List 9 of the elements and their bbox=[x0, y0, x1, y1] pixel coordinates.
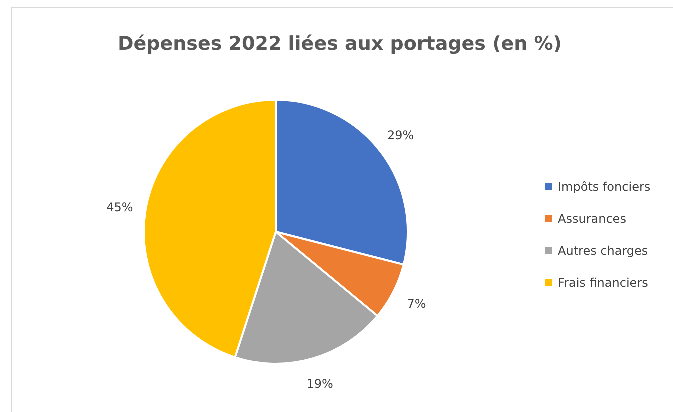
data-label: 45% bbox=[106, 200, 134, 214]
legend-label: Frais financiers bbox=[558, 276, 648, 290]
data-label: 19% bbox=[306, 376, 334, 391]
legend-label: Assurances bbox=[558, 212, 626, 226]
data-label: 7% bbox=[407, 296, 426, 311]
data-label: 29% bbox=[388, 128, 414, 142]
chart-title: Dépenses 2022 liées aux portages (en %) bbox=[118, 33, 562, 55]
legend-label: Autres charges bbox=[558, 244, 648, 258]
legend-label: Impôts fonciers bbox=[558, 180, 651, 194]
